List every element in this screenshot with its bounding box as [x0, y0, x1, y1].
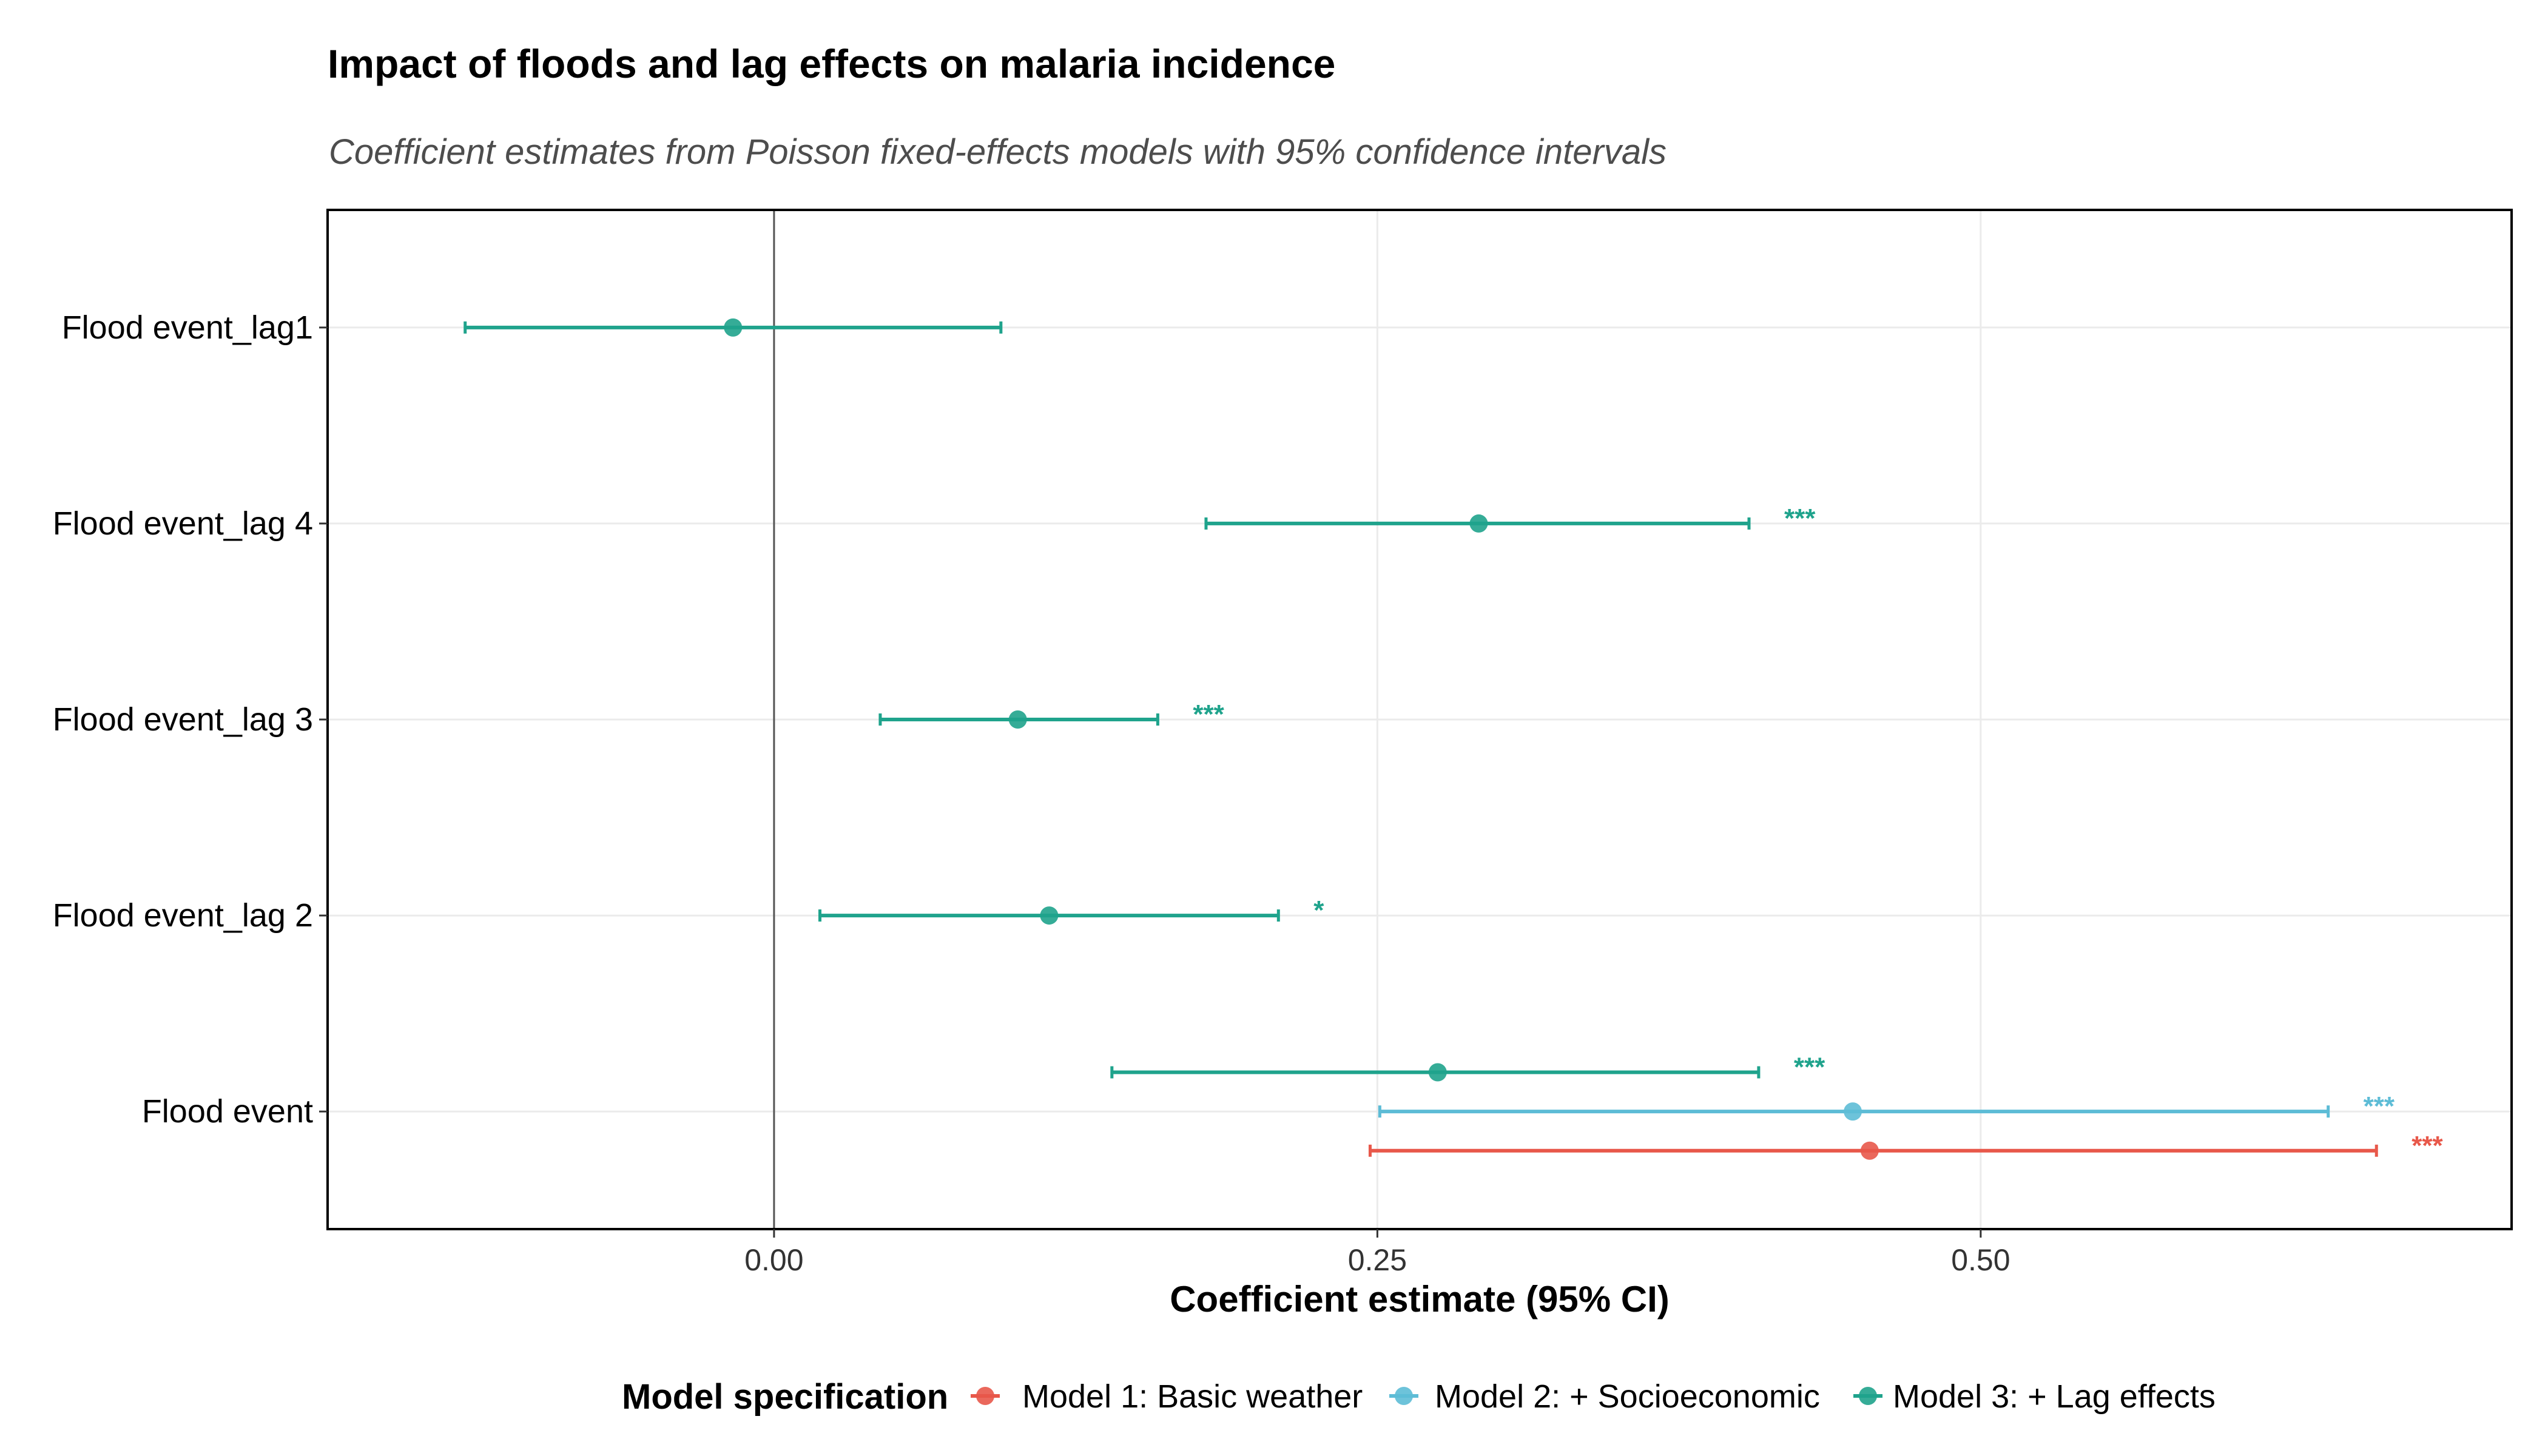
- legend-label: Model 3: + Lag effects: [1893, 1378, 2216, 1415]
- chart-title: Impact of floods and lag effects on mala…: [328, 41, 1335, 86]
- legend-key-point: [1395, 1387, 1413, 1405]
- significance-label: ***: [2364, 1091, 2395, 1121]
- estimate-point: [1469, 514, 1488, 533]
- estimate-point: [1428, 1063, 1447, 1082]
- legend: Model specification Model 1: Basic weath…: [622, 1377, 2216, 1417]
- data-marks: ****************: [463, 318, 2443, 1161]
- legend-key-point: [1859, 1387, 1877, 1405]
- x-tick-label: 0.50: [1951, 1243, 2010, 1277]
- x-tick-label: 0.25: [1348, 1243, 1407, 1277]
- significance-label: ***: [1784, 504, 1816, 533]
- y-tick-label: Flood event_lag 3: [53, 701, 313, 738]
- estimate-point: [1040, 906, 1059, 925]
- significance-label: *: [1313, 895, 1324, 925]
- legend-label: Model 2: + Socioeconomic: [1435, 1378, 1820, 1415]
- estimate-point: [1008, 710, 1027, 729]
- x-axis-title: Coefficient estimate (95% CI): [1170, 1279, 1670, 1320]
- estimate-point: [1860, 1141, 1879, 1160]
- significance-label: ***: [2412, 1131, 2443, 1161]
- x-tick-label: 0.00: [744, 1243, 803, 1277]
- y-tick-label: Flood event_lag 2: [53, 897, 313, 934]
- estimate-point: [1844, 1102, 1862, 1121]
- significance-label: ***: [1193, 699, 1224, 729]
- y-axis: Flood event_lag1 Flood event_lag 4 Flood e…: [53, 309, 328, 1130]
- y-tick-label: Flood event_lag 4: [53, 505, 313, 542]
- estimate-point: [724, 318, 743, 337]
- grid: [328, 210, 2512, 1229]
- chart-subtitle: Coefficient estimates from Poisson fixed…: [329, 132, 1667, 172]
- y-tick-label: Flood event: [142, 1093, 313, 1130]
- legend-label: Model 1: Basic weather: [1022, 1378, 1363, 1415]
- legend-key-point: [976, 1387, 994, 1405]
- significance-label: ***: [1794, 1053, 1825, 1082]
- x-axis: 0.00 0.25 0.50: [744, 1229, 2010, 1277]
- legend-title: Model specification: [622, 1377, 948, 1417]
- y-tick-label: Flood event_lag1: [62, 309, 313, 346]
